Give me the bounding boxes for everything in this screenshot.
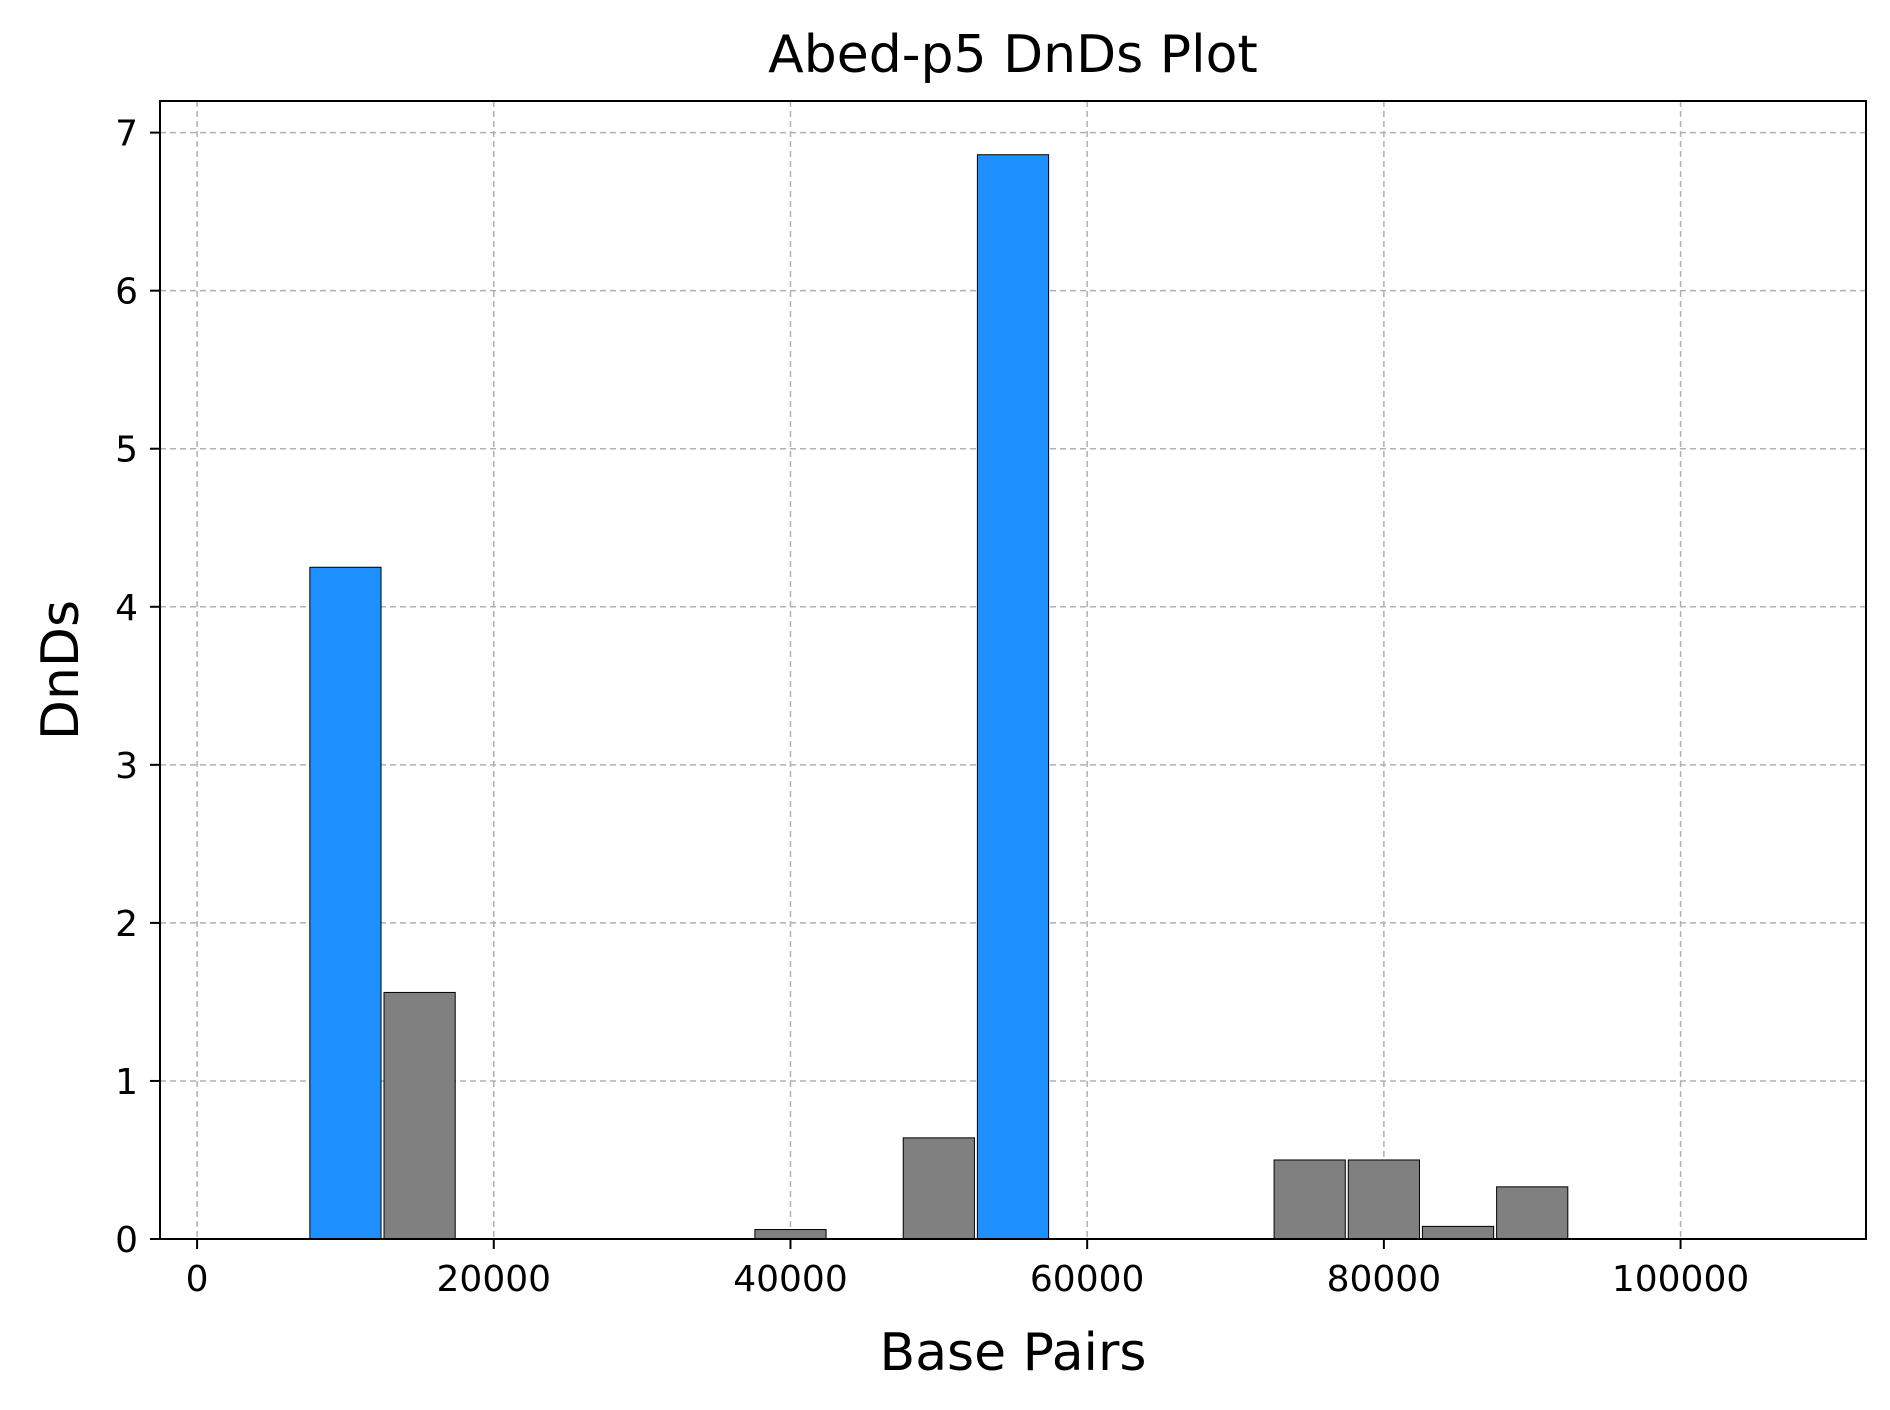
bars — [309, 154, 1569, 1240]
bar-highlight — [309, 566, 382, 1240]
x-tick-label: 40000 — [733, 1259, 848, 1300]
bar — [1421, 1225, 1495, 1240]
x-axis-label: Base Pairs — [880, 1323, 1147, 1383]
y-tick-label: 2 — [115, 904, 138, 945]
x-tick-label: 100000 — [1612, 1259, 1749, 1300]
x-tick-label: 80000 — [1327, 1259, 1442, 1300]
y-tick-label: 7 — [115, 114, 138, 155]
chart-title: Abed-p5 DnDs Plot — [768, 25, 1258, 85]
axis-ticks: 0 20000 40000 60000 80000 100000 0 1 2 3 4 5 6 7 — [115, 114, 1749, 1300]
bar — [1496, 1186, 1569, 1240]
x-tick-label: 20000 — [437, 1259, 552, 1300]
bar — [1273, 1159, 1346, 1240]
y-tick-label: 5 — [115, 430, 138, 471]
y-tick-label: 6 — [115, 272, 138, 313]
x-tick-label: 60000 — [1030, 1259, 1145, 1300]
bar — [1347, 1159, 1420, 1240]
y-tick-label: 0 — [115, 1220, 138, 1261]
bar — [754, 1229, 827, 1240]
bar-highlight — [976, 154, 1050, 1240]
bar — [383, 991, 456, 1240]
y-axis-label: DnDs — [31, 600, 91, 740]
plot-frame — [159, 100, 1867, 1240]
y-tick-label: 1 — [115, 1062, 138, 1103]
x-tick-label: 0 — [186, 1259, 209, 1300]
bar — [902, 1137, 975, 1240]
y-tick-label: 3 — [115, 746, 138, 787]
y-tick-label: 4 — [115, 588, 138, 629]
